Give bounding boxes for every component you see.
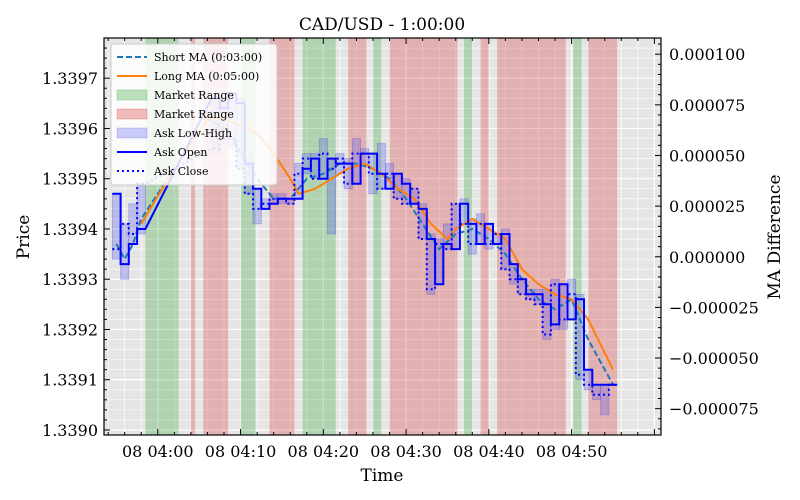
y-tick-label: 1.3395 [42, 170, 98, 189]
ask-low-high-box [351, 138, 361, 185]
y2-tick-label: −0.000050 [669, 349, 759, 368]
chart-title: CAD/USD - 1:00:00 [299, 15, 465, 35]
ask-low-high-box [360, 148, 370, 164]
legend: Short MA (0:03:00) Long MA (0:05:00) Marke… [110, 43, 278, 186]
y2-tick-label: −0.000075 [669, 400, 759, 419]
y2-tick-label: 0.000050 [669, 146, 745, 165]
ask-low-high-box [120, 223, 130, 280]
x-tick-label: 08 04:00 [122, 442, 194, 461]
y2-tick-label: −0.000025 [669, 298, 759, 317]
ask-low-high-box [136, 183, 146, 235]
x-axis: 08 04:00 08 04:10 08 04:20 08 04:30 08 04:40… [107, 38, 655, 461]
legend-label: Ask Close [153, 165, 208, 178]
legend-label: Market Range [154, 108, 234, 121]
market-range [348, 38, 367, 435]
y-tick-label: 1.3390 [42, 421, 98, 440]
y-tick-label: 1.3392 [42, 320, 98, 339]
ask-low-high-box [517, 278, 527, 295]
y2-tick-label: 0.000000 [669, 248, 745, 267]
ask-low-high-box [426, 233, 436, 295]
ask-low-high-box [592, 384, 601, 401]
ask-low-high-box [376, 143, 386, 190]
legend-label: Market Range [154, 89, 234, 102]
legend-label: Ask Low-High [153, 127, 232, 140]
ask-low-high-box [459, 198, 469, 225]
x-tick-label: 08 04:30 [370, 442, 442, 461]
ask-low-high-box [509, 263, 519, 285]
ask-low-high-box [583, 369, 593, 391]
market-range [372, 38, 382, 435]
ask-low-high-box [542, 288, 552, 340]
legend-label: Long MA (0:05:00) [154, 70, 259, 83]
ask-low-high-box [252, 188, 262, 225]
y2-tick-label: 0.000100 [669, 45, 745, 64]
legend-label: Short MA (0:03:00) [154, 51, 262, 64]
y2-axis: 0.000100 0.000075 0.000050 0.000025 0.000000… [655, 43, 759, 430]
legend-label: Ask Open [153, 146, 207, 159]
x-tick-label: 08 04:10 [205, 442, 277, 461]
y-tick-label: 1.3393 [42, 270, 98, 289]
legend-swatch [116, 89, 148, 101]
legend-swatch [116, 108, 148, 120]
market-range [573, 38, 582, 435]
y-tick-label: 1.3391 [42, 371, 98, 390]
legend-swatch [116, 127, 148, 139]
legend-box [110, 43, 278, 186]
ask-low-high-box [476, 213, 486, 245]
ask-low-high-box [550, 278, 560, 330]
x-axis-title: Time [361, 466, 404, 486]
x-tick-label: 08 04:20 [288, 442, 360, 461]
x-tick-label: 08 04:50 [536, 442, 608, 461]
y-tick-label: 1.3394 [42, 220, 98, 239]
y-tick-label: 1.3396 [42, 119, 98, 138]
y-axis-title: Price [14, 215, 34, 260]
ask-low-high-box [310, 153, 320, 180]
ask-low-high-box [302, 153, 312, 174]
y2-tick-label: 0.000075 [669, 96, 745, 115]
y2-axis-title: MA Difference [765, 174, 785, 299]
ask-low-high-box [600, 384, 610, 416]
y-tick-label: 1.3397 [42, 69, 98, 88]
market-range [190, 38, 196, 435]
market-range [302, 38, 336, 435]
x-tick-label: 08 04:40 [453, 442, 525, 461]
y2-tick-label: 0.000025 [669, 197, 745, 216]
y-axis: 1.3390 1.3391 1.3392 1.3393 1.3394 1.3395 1.33… [42, 37, 110, 440]
